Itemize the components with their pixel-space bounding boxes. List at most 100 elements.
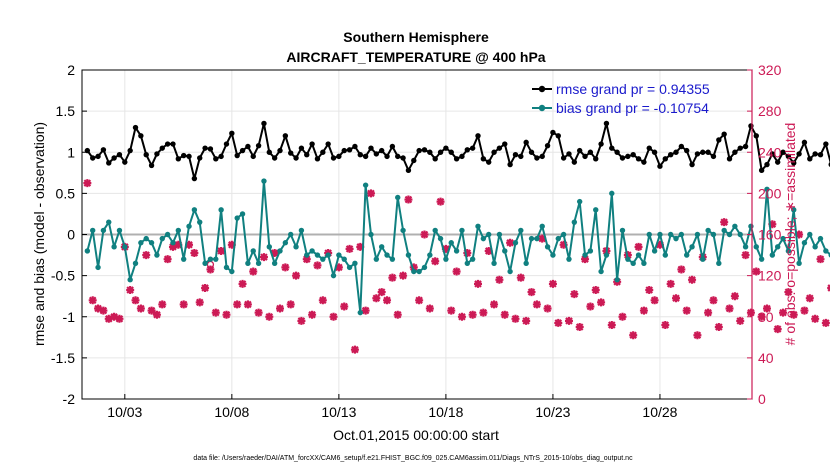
obs-assimilated-point-92	[575, 323, 584, 332]
obs-assimilated-point-133	[795, 230, 804, 239]
rmse-point-106	[651, 149, 658, 155]
left-axis-ticks: 2 1.5 1 0.5 0 -0.5 -1 -1.5 -2	[51, 62, 87, 407]
bias-point-40	[298, 227, 305, 234]
bias-point-89	[560, 231, 567, 238]
bias-point-102	[630, 260, 636, 266]
obs-assimilated-point-61	[409, 263, 418, 272]
bias-point-97	[603, 252, 610, 258]
bias-point-46	[330, 272, 337, 279]
rmse-point-132	[791, 160, 797, 166]
legend-bias-label: bias grand pr = -0.10754	[556, 100, 709, 116]
rmse-point-134	[801, 139, 808, 146]
obs-assimilated-point-83	[527, 288, 536, 297]
obs-assimilated-point-56	[383, 296, 392, 305]
rmse-point-40	[298, 145, 305, 151]
obs-count-series	[83, 179, 830, 354]
rmse-point-57	[389, 143, 396, 150]
bias-point-129	[774, 244, 781, 250]
obs-assimilated-point-15	[163, 255, 172, 264]
obs-assimilated-point-116	[704, 308, 713, 317]
rmse-point-95	[593, 156, 599, 162]
rmse-point-84	[534, 155, 540, 161]
bias-point-20	[191, 207, 198, 213]
obs-assimilated-point-111	[677, 265, 686, 274]
bias-point-37	[282, 240, 289, 246]
bias-point-114	[694, 231, 701, 238]
rmse-point-48	[341, 147, 347, 154]
rmse-point-127	[764, 161, 770, 168]
bias-point-136	[812, 244, 818, 250]
rmse-point-120	[726, 156, 733, 162]
rmse-point-92	[576, 147, 583, 154]
obs-assimilated-point-82	[522, 316, 531, 325]
bias-point-7	[122, 244, 128, 250]
rmse-point-19	[186, 153, 192, 160]
left-tick-label-0: 2	[67, 62, 75, 78]
obs-assimilated-point-74	[479, 308, 488, 317]
obs-assimilated-point-47	[334, 263, 343, 272]
bias-point-14	[159, 235, 165, 242]
left-tick-label-4: 0	[67, 227, 75, 243]
bias-point-81	[518, 227, 524, 234]
bias-point-65	[432, 227, 438, 234]
obs-assimilated-point-30	[243, 300, 252, 309]
right-tick-label-0: 320	[758, 62, 782, 78]
chart-title-line2: AIRCRAFT_TEMPERATURE @ 400 hPa	[286, 49, 545, 65]
obs-assimilated-point-3	[99, 306, 108, 315]
obs-assimilated-point-95	[591, 286, 600, 295]
bias-point-16	[170, 240, 176, 246]
obs-assimilated-point-40	[297, 316, 306, 325]
y-axis-label-right: # of obs: o=possible; ∗=assimilated	[782, 123, 798, 346]
rmse-point-115	[700, 149, 706, 155]
obs-assimilated-point-108	[661, 320, 670, 329]
bias-point-124	[748, 223, 754, 229]
bias-line	[86, 180, 830, 314]
bias-point-130	[780, 235, 786, 242]
rmse-point-103	[635, 156, 642, 162]
obs-assimilated-point-49	[345, 244, 354, 253]
bias-point-98	[609, 190, 615, 197]
bias-point-92	[576, 198, 583, 205]
right-tick-label-6: 80	[758, 309, 774, 325]
bias-point-56	[384, 252, 390, 258]
rmse-point-38	[288, 150, 294, 156]
bias-point-103	[635, 252, 642, 258]
obs-assimilated-point-125	[752, 267, 761, 276]
obs-assimilated-point-63	[420, 230, 429, 239]
chart-title-line1: Southern Hemisphere	[343, 29, 489, 45]
bias-point-18	[180, 256, 187, 262]
x-tick-label-2: 10/13	[321, 404, 356, 420]
bias-point-45	[325, 252, 331, 258]
rmse-point-34	[266, 149, 273, 155]
rmse-point-136	[812, 151, 818, 157]
obs-assimilated-point-23	[206, 265, 215, 274]
rmse-point-39	[293, 155, 299, 161]
bias-point-4	[106, 219, 112, 225]
obs-assimilated-point-53	[366, 189, 375, 198]
bias-point-50	[352, 260, 358, 266]
bias-point-8	[127, 277, 133, 283]
bias-point-11	[143, 235, 149, 242]
bias-point-107	[657, 231, 663, 238]
bias-point-33	[261, 178, 267, 184]
obs-assimilated-point-38	[286, 300, 295, 309]
bias-point-101	[625, 256, 631, 262]
rmse-point-35	[271, 155, 278, 161]
obs-assimilated-point-104	[639, 306, 648, 315]
bias-point-126	[758, 256, 765, 262]
bias-point-61	[411, 268, 417, 275]
obs-assimilated-point-85	[538, 234, 547, 243]
rmse-point-112	[684, 147, 690, 154]
rmse-point-1	[90, 155, 96, 161]
rmse-point-89	[560, 155, 567, 161]
right-tick-label-3: 200	[758, 185, 782, 201]
rmse-point-111	[678, 143, 685, 150]
bias-point-110	[673, 235, 679, 242]
bias-point-19	[186, 223, 192, 229]
rmse-point-53	[368, 145, 374, 151]
rmse-point-4	[106, 160, 112, 166]
obs-assimilated-point-110	[672, 294, 681, 303]
rmse-point-15	[164, 141, 171, 147]
rmse-point-66	[437, 149, 444, 155]
